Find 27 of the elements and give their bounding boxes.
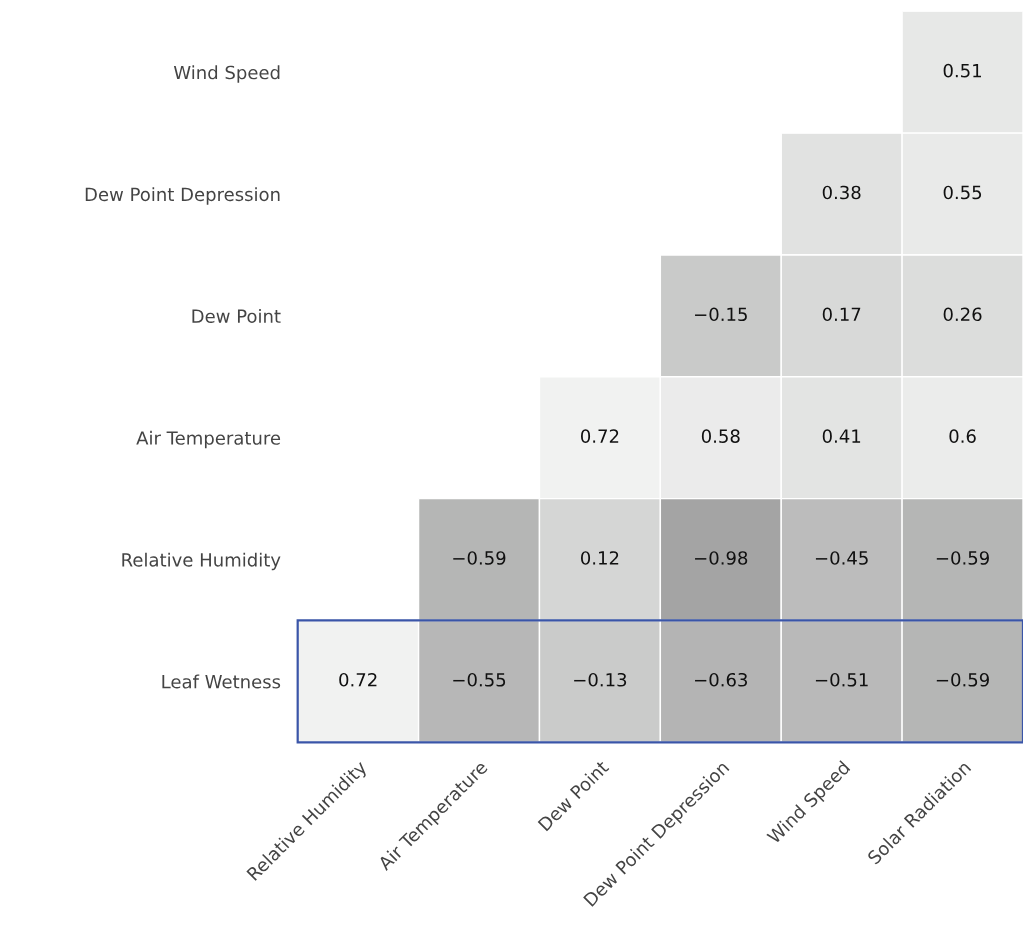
data-label: 0.55 [943, 185, 982, 200]
y-tick-label: Dew Point Depression [85, 187, 280, 205]
y-tick-label: Leaf Wetness [162, 674, 281, 689]
data-label: −0.59 [453, 551, 506, 565]
data-label: −0.63 [695, 672, 748, 687]
data-label: −0.55 [453, 672, 506, 687]
data-label: 0.17 [822, 307, 861, 322]
data-label: −0.15 [695, 307, 747, 322]
data-label: 0.6 [949, 429, 976, 443]
data-label: −0.59 [936, 672, 989, 687]
data-label: 0.41 [822, 429, 861, 443]
data-label: 0.51 [943, 63, 981, 78]
y-tick-label: Air Temperature [136, 430, 281, 449]
data-label: 0.38 [822, 185, 861, 200]
data-label: −0.45 [815, 551, 868, 565]
data-label: 0.26 [943, 307, 982, 322]
data-label: −0.51 [815, 672, 868, 687]
y-tick-label: Relative Humidity [122, 552, 281, 571]
data-label: −0.59 [936, 551, 989, 565]
y-tick-label: Wind Speed [173, 65, 280, 83]
data-label: 0.72 [580, 429, 619, 443]
data-label: −0.98 [695, 551, 748, 565]
data-label: 0.72 [339, 672, 377, 687]
data-label: 0.12 [580, 551, 619, 565]
data-label: 0.58 [701, 429, 740, 443]
data-label: −0.13 [574, 672, 627, 687]
y-tick-label: Dew Point [192, 309, 281, 323]
